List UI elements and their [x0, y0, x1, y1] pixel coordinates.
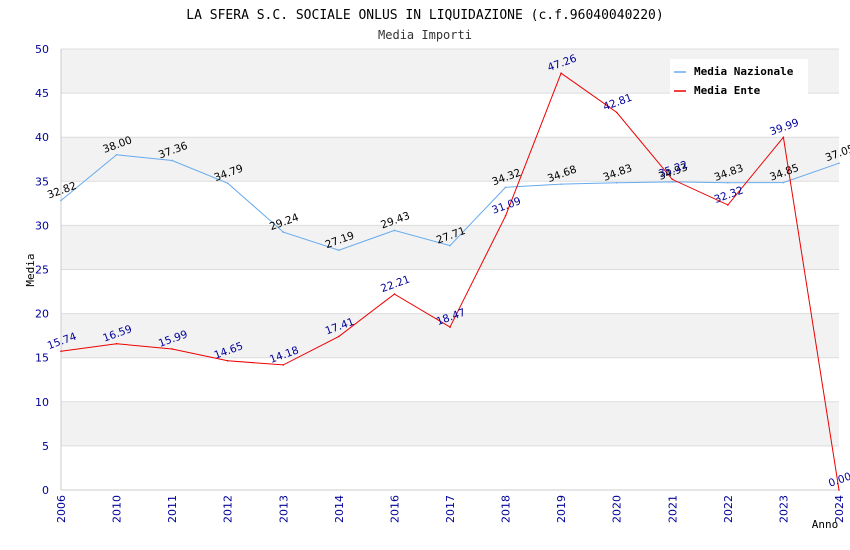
grid-band — [61, 225, 839, 270]
data-point — [226, 182, 229, 184]
x-tick-label: 2010 — [111, 495, 124, 523]
y-tick-label: 10 — [35, 396, 49, 409]
data-point — [282, 364, 285, 366]
data-point — [393, 229, 396, 232]
y-tick-label: 5 — [42, 440, 49, 453]
x-tick-label: 2019 — [555, 495, 568, 523]
x-tick-label: 2006 — [55, 495, 68, 523]
x-tick-label: 2020 — [611, 495, 624, 523]
x-tick-label: 2018 — [500, 495, 513, 523]
y-tick-label: 20 — [35, 308, 49, 321]
data-point — [393, 293, 396, 295]
chart-title: LA SFERA S.C. SOCIALE ONLUS IN LIQUIDAZI… — [186, 8, 663, 23]
x-tick-label: 2016 — [388, 495, 401, 523]
data-point — [782, 181, 785, 184]
x-tick-label: 2024 — [833, 495, 846, 523]
data-point — [838, 489, 840, 491]
data-point — [449, 244, 451, 247]
data-point — [338, 335, 340, 338]
x-tick-label: 2021 — [666, 495, 679, 523]
data-point — [671, 178, 674, 181]
gridlines — [60, 48, 839, 491]
data-point — [60, 199, 62, 202]
data-point — [782, 136, 785, 139]
data-point — [171, 159, 173, 162]
data-point — [615, 181, 618, 184]
data-point — [671, 181, 674, 183]
y-axis-ticks: 0 5 10 15 20 25 30 35 40 45 50 — [35, 43, 49, 497]
x-axis-ticks: 2006 2010 2011 2012 2013 2014 2016 2017 2018 2019… — [55, 495, 846, 523]
x-tick-label: 2022 — [722, 495, 735, 523]
data-point — [560, 72, 562, 74]
x-tick-label: 2014 — [333, 495, 346, 523]
data-point — [615, 111, 618, 114]
legend-box — [670, 59, 808, 99]
legend: Media Nazionale Media Ente — [670, 59, 808, 99]
data-point — [504, 186, 507, 189]
grid-band — [61, 313, 839, 358]
x-tick-label: 2017 — [444, 495, 457, 523]
x-tick-label: 2023 — [777, 495, 790, 523]
x-tick-label: 2013 — [277, 495, 290, 523]
x-tick-label: 2011 — [166, 495, 179, 523]
data-point — [338, 249, 340, 251]
data-point — [60, 350, 62, 352]
legend-label-media-ente: Media Ente — [694, 84, 761, 97]
series-layer — [60, 72, 840, 491]
grid-band — [61, 401, 839, 446]
data-point — [504, 214, 507, 217]
data-point — [226, 359, 229, 362]
y-tick-label: 15 — [35, 352, 49, 365]
data-point — [560, 183, 562, 185]
y-tick-label: 30 — [35, 219, 49, 232]
data-point — [115, 342, 118, 345]
y-tick-label: 0 — [42, 484, 49, 497]
data-point — [171, 348, 173, 350]
x-axis-label: Anno — [812, 518, 839, 531]
data-point — [449, 326, 451, 328]
y-tick-label: 35 — [35, 175, 49, 188]
y-tick-label: 40 — [35, 131, 49, 144]
legend-label-media-nazionale: Media Nazionale — [694, 65, 794, 78]
y-tick-label: 25 — [35, 264, 49, 277]
chart-subtitle: Media Importi — [378, 28, 472, 42]
y-axis-label: Media — [24, 253, 37, 286]
grid-band — [61, 137, 839, 182]
data-point — [727, 181, 729, 184]
data-point — [727, 204, 729, 206]
data-point — [838, 162, 840, 165]
y-tick-label: 45 — [35, 87, 49, 100]
data-point — [115, 154, 118, 156]
data-point — [282, 231, 285, 233]
x-tick-label: 2012 — [222, 495, 235, 523]
y-tick-label: 50 — [35, 43, 49, 56]
